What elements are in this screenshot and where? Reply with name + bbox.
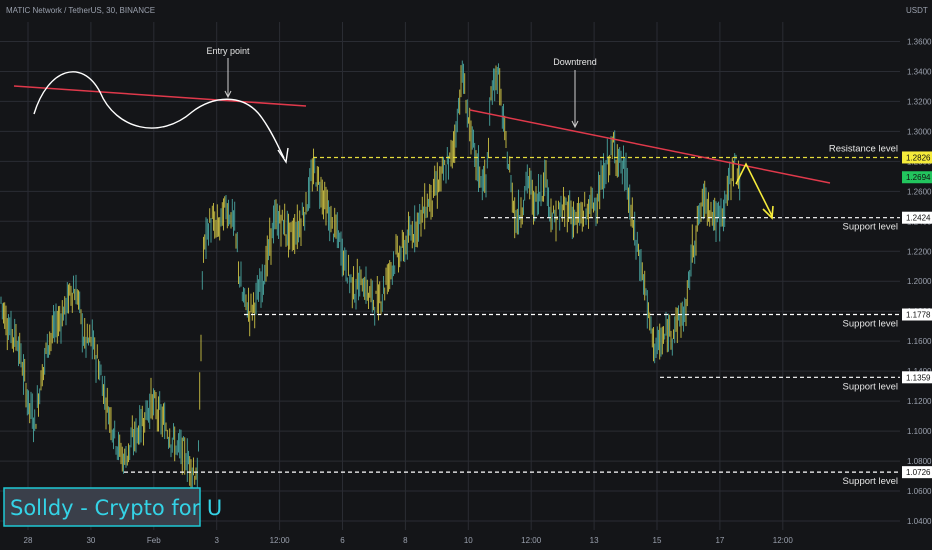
downtrend-line: [469, 109, 831, 184]
entry-point-pointer-head: [224, 90, 232, 99]
y-tick-label: 1.0400: [907, 517, 932, 526]
price-candles: [0, 60, 741, 493]
downtrend-label: Downtrend: [553, 57, 597, 67]
chart-title: MATIC Network / TetherUS, 30, BINANCE: [6, 6, 155, 15]
x-tick-label: 15: [653, 536, 662, 545]
y-tick-label: 1.1200: [907, 397, 932, 406]
projection-arrowhead: [762, 205, 774, 220]
x-tick-label: 17: [715, 536, 724, 545]
level-price-badge-text: 1.2826: [906, 153, 931, 162]
entry-point-label: Entry point: [206, 46, 250, 56]
y-tick-label: 1.0600: [907, 487, 932, 496]
level-price-badge-text: 1.2424: [906, 214, 931, 223]
x-tick-label: Feb: [147, 536, 161, 545]
grid: [0, 22, 900, 530]
y-tick-label: 1.3600: [907, 37, 932, 46]
support-level-label: Support level: [843, 319, 898, 330]
entry-wave-curve: [33, 71, 285, 159]
y-tick-label: 1.2600: [907, 187, 932, 196]
x-tick-label: 3: [214, 536, 219, 545]
x-tick-label: 8: [403, 536, 408, 545]
x-tick-label: 30: [86, 536, 95, 545]
projection-arrow: [735, 162, 773, 217]
watermark-box: [3, 487, 201, 527]
entry-wave-arrowhead: [277, 147, 289, 164]
x-tick-label: 6: [340, 536, 345, 545]
support-level-label: Support level: [843, 222, 898, 233]
x-tick-label: 12:00: [773, 536, 794, 545]
y-tick-label: 1.2200: [907, 247, 932, 256]
y-tick-label: 1.1000: [907, 427, 932, 436]
x-tick-label: 12:00: [270, 536, 291, 545]
level-price-badge: [902, 211, 932, 224]
y-tick-label: 1.1600: [907, 337, 932, 346]
downtrend-pointer-head: [571, 120, 579, 129]
currency-label: USDT: [906, 6, 928, 15]
y-tick-label: 1.3200: [907, 97, 932, 106]
x-tick-label: 12:00: [521, 536, 542, 545]
x-tick-label: 28: [24, 536, 33, 545]
price-badges: 1.2826 1.2424 1.1778 1.1359 1.0726 1.2694: [902, 151, 932, 479]
x-tick-label: 13: [590, 536, 599, 545]
level-price-badge-text: 1.1359: [906, 373, 931, 382]
y-tick-label: 1.2000: [907, 277, 932, 286]
level-price-badge: [902, 371, 932, 384]
level-price-badge: [902, 308, 932, 321]
support-level-label: Support level: [843, 476, 898, 487]
x-tick-label: 10: [464, 536, 473, 545]
y-axis: 1.04001.06001.08001.10001.12001.14001.16…: [907, 37, 932, 526]
y-tick-label: 1.0800: [907, 457, 932, 466]
current-price-badge-text: 1.2694: [906, 173, 931, 182]
level-price-badge: [902, 151, 932, 164]
levels: Resistance level Support level Support lev…: [124, 143, 900, 487]
support-level-label: Support level: [843, 381, 898, 392]
current-price-badge: [902, 171, 932, 184]
y-tick-label: 1.3000: [907, 127, 932, 136]
y-tick-label: 1.3400: [907, 67, 932, 76]
level-price-badge-text: 1.0726: [906, 468, 931, 477]
resistance-level-label: Resistance level: [829, 143, 898, 154]
watermark-text: Solldy - Crypto for U: [10, 496, 222, 520]
trend-line-entry: [13, 85, 307, 107]
x-axis: 28 30 Feb 3 12:00 6 8 10 12:00 13 15 17 12:00: [24, 536, 794, 545]
level-price-badge-text: 1.1778: [906, 311, 931, 320]
level-price-badge: [902, 466, 932, 479]
